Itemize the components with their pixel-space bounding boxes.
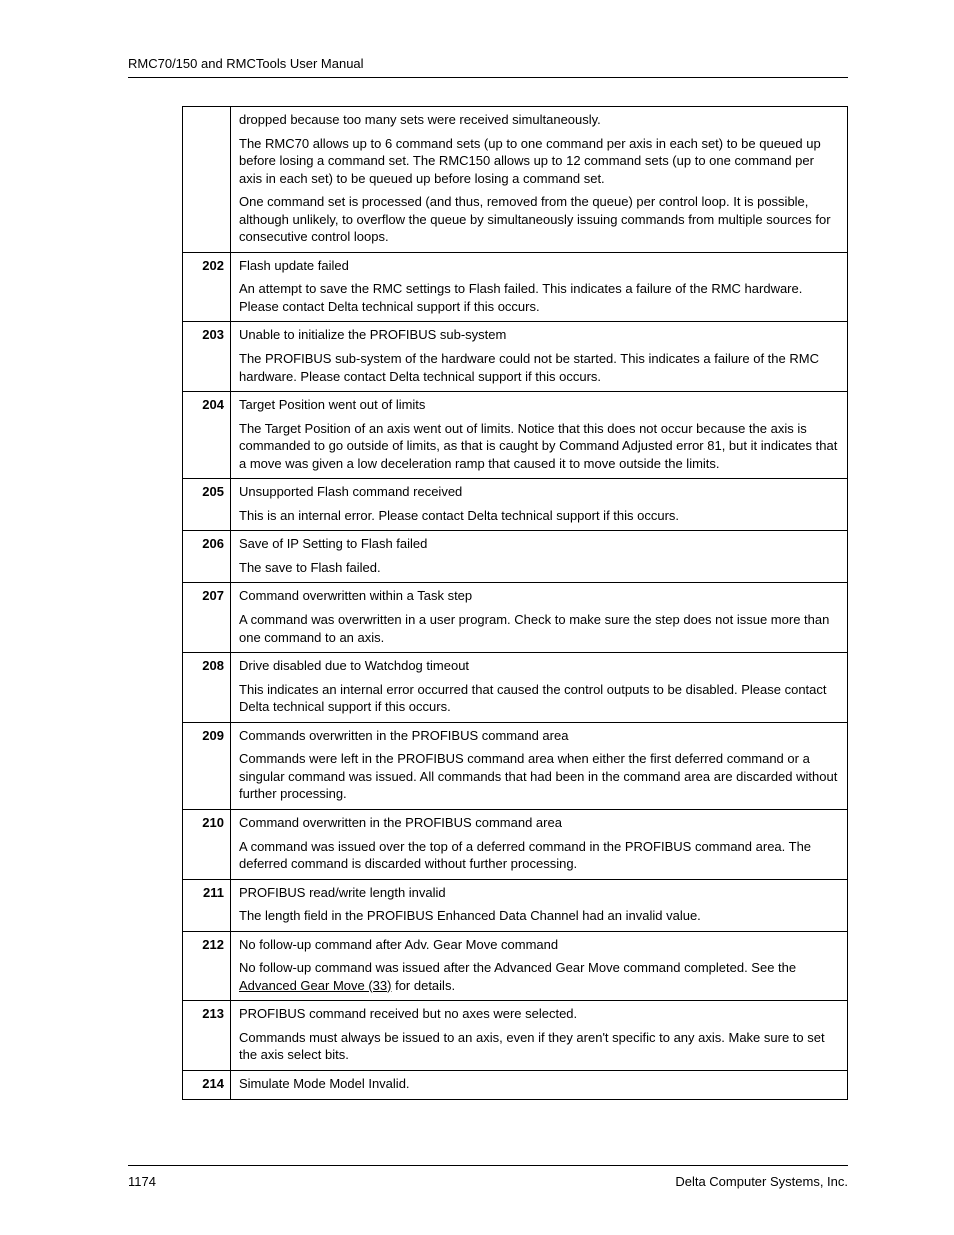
document-page: RMC70/150 and RMCTools User Manual dropp… [0, 0, 954, 1235]
error-desc-paragraph: The Target Position of an axis went out … [239, 420, 839, 473]
header-rule [128, 77, 848, 78]
error-desc-cell: Unsupported Flash command received This i… [231, 479, 848, 531]
error-desc-paragraph: This is an internal error. Please contac… [239, 507, 839, 525]
error-desc-paragraph: No follow-up command after Adv. Gear Mov… [239, 936, 839, 954]
table-row: 212 No follow-up command after Adv. Gear … [183, 931, 848, 1001]
error-code-cell: 213 [183, 1001, 231, 1071]
error-code-cell: 208 [183, 653, 231, 723]
table-row: 203 Unable to initialize the PROFIBUS sub… [183, 322, 848, 392]
text-suffix: for details. [391, 978, 455, 993]
advanced-gear-move-link[interactable]: Advanced Gear Move (33) [239, 978, 391, 993]
error-desc-paragraph: Command overwritten in the PROFIBUS comm… [239, 814, 839, 832]
error-desc-paragraph: Save of IP Setting to Flash failed [239, 535, 839, 553]
footer-company: Delta Computer Systems, Inc. [675, 1174, 848, 1189]
footer-rule [128, 1165, 848, 1166]
error-code-cell: 214 [183, 1070, 231, 1099]
error-code-cell: 203 [183, 322, 231, 392]
error-desc-paragraph: Commands must always be issued to an axi… [239, 1029, 839, 1064]
page-header-title: RMC70/150 and RMCTools User Manual [128, 56, 848, 71]
error-desc-paragraph: This indicates an internal error occurre… [239, 681, 839, 716]
table-row: 205 Unsupported Flash command received Thi… [183, 479, 848, 531]
error-desc-cell: Target Position went out of limits The Ta… [231, 392, 848, 479]
error-desc-paragraph: A command was issued over the top of a d… [239, 838, 839, 873]
table-row: dropped because too many sets were recei… [183, 107, 848, 253]
error-desc-paragraph: Simulate Mode Model Invalid. [239, 1075, 839, 1093]
error-desc-paragraph: PROFIBUS command received but no axes we… [239, 1005, 839, 1023]
error-code-cell: 212 [183, 931, 231, 1001]
error-code-cell: 207 [183, 583, 231, 653]
table-row: 214 Simulate Mode Model Invalid. [183, 1070, 848, 1099]
table-row: 210 Command overwritten in the PROFIBUS c… [183, 809, 848, 879]
error-desc-paragraph: One command set is processed (and thus, … [239, 193, 839, 246]
error-desc-paragraph: The save to Flash failed. [239, 559, 839, 577]
error-code-cell: 202 [183, 252, 231, 322]
error-code-cell: 206 [183, 531, 231, 583]
error-desc-cell: dropped because too many sets were recei… [231, 107, 848, 253]
error-desc-paragraph: The PROFIBUS sub-system of the hardware … [239, 350, 839, 385]
page-footer: 1174 Delta Computer Systems, Inc. [128, 1165, 848, 1189]
error-code-cell: 211 [183, 879, 231, 931]
error-code-cell: 210 [183, 809, 231, 879]
text-prefix: No follow-up command was issued after th… [239, 960, 796, 975]
error-desc-cell: Drive disabled due to Watchdog timeout Th… [231, 653, 848, 723]
error-desc-paragraph: A command was overwritten in a user prog… [239, 611, 839, 646]
error-desc-paragraph: Drive disabled due to Watchdog timeout [239, 657, 839, 675]
error-code-table: dropped because too many sets were recei… [182, 106, 848, 1100]
error-desc-cell: Flash update failed An attempt to save th… [231, 252, 848, 322]
error-code-cell [183, 107, 231, 253]
error-desc-cell: Unable to initialize the PROFIBUS sub-sy… [231, 322, 848, 392]
error-desc-paragraph: Target Position went out of limits [239, 396, 839, 414]
error-desc-cell: PROFIBUS read/write length invalid The le… [231, 879, 848, 931]
error-desc-cell: PROFIBUS command received but no axes we… [231, 1001, 848, 1071]
table-row: 206 Save of IP Setting to Flash failed The… [183, 531, 848, 583]
table-row: 208Drive disabled due to Watchdog timeou… [183, 653, 848, 723]
error-desc-paragraph: The length field in the PROFIBUS Enhance… [239, 907, 839, 925]
error-desc-paragraph: Commands overwritten in the PROFIBUS com… [239, 727, 839, 745]
error-desc-paragraph: No follow-up command was issued after th… [239, 959, 839, 994]
error-desc-paragraph: PROFIBUS read/write length invalid [239, 884, 839, 902]
error-desc-cell: Simulate Mode Model Invalid. [231, 1070, 848, 1099]
error-code-cell: 204 [183, 392, 231, 479]
error-desc-paragraph: Commands were left in the PROFIBUS comma… [239, 750, 839, 803]
error-desc-cell: Commands overwritten in the PROFIBUS com… [231, 722, 848, 809]
table-row: 211 PROFIBUS read/write length invalid The… [183, 879, 848, 931]
error-desc-paragraph: Flash update failed [239, 257, 839, 275]
error-code-cell: 209 [183, 722, 231, 809]
error-desc-cell: No follow-up command after Adv. Gear Mov… [231, 931, 848, 1001]
table-row: 213 PROFIBUS command received but no axes… [183, 1001, 848, 1071]
error-code-cell: 205 [183, 479, 231, 531]
error-desc-paragraph: Unable to initialize the PROFIBUS sub-sy… [239, 326, 839, 344]
error-desc-cell: Save of IP Setting to Flash failed The sa… [231, 531, 848, 583]
error-desc-paragraph: An attempt to save the RMC settings to F… [239, 280, 839, 315]
error-desc-cell: Command overwritten in the PROFIBUS comm… [231, 809, 848, 879]
page-number: 1174 [128, 1174, 156, 1189]
table-row: 202 Flash update failed An attempt to save… [183, 252, 848, 322]
error-desc-cell: Command overwritten within a Task step A … [231, 583, 848, 653]
error-desc-paragraph: dropped because too many sets were recei… [239, 111, 839, 129]
error-desc-paragraph: Command overwritten within a Task step [239, 587, 839, 605]
table-row: 207Command overwritten within a Task ste… [183, 583, 848, 653]
error-desc-paragraph: The RMC70 allows up to 6 command sets (u… [239, 135, 839, 188]
error-desc-paragraph: Unsupported Flash command received [239, 483, 839, 501]
table-row: 204 Target Position went out of limits The… [183, 392, 848, 479]
table-row: 209 Commands overwritten in the PROFIBUS … [183, 722, 848, 809]
